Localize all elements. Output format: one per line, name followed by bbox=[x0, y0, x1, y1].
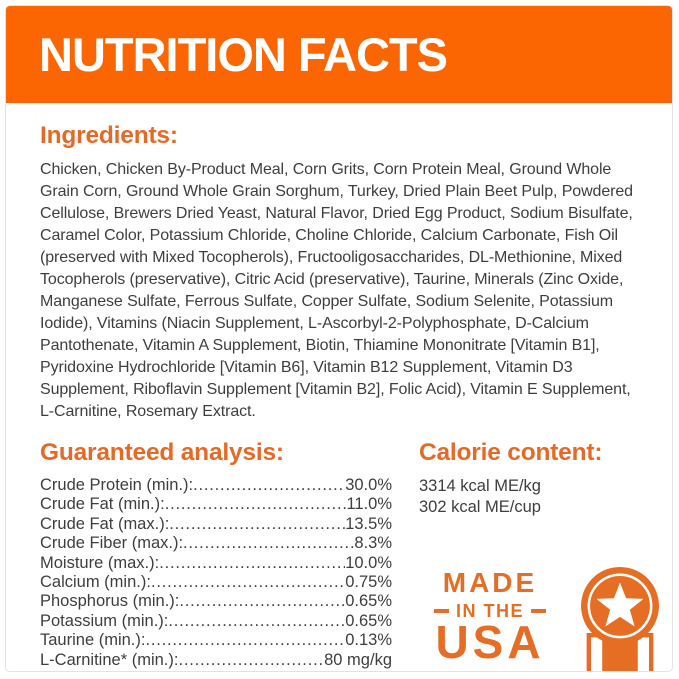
usa-label: USA bbox=[435, 615, 545, 668]
nutrient-label: Crude Fat (max.): bbox=[40, 514, 170, 533]
nutrient-label: Calcium (min.): bbox=[40, 572, 151, 591]
dot-leader bbox=[165, 495, 347, 514]
nutrient-value: 0.13% bbox=[345, 631, 392, 650]
calorie-values: 3314 kcal ME/kg 302 kcal ME/cup bbox=[419, 476, 661, 518]
guaranteed-analysis-section: Guaranteed analysis: Crude Protein (min.… bbox=[40, 438, 392, 671]
table-row: Phosphorus (min.): 0.65% bbox=[40, 592, 392, 611]
header-banner: NUTRITION FACTS bbox=[6, 6, 672, 103]
calorie-per-cup: 302 kcal ME/cup bbox=[419, 497, 541, 516]
in-the-label: IN THE bbox=[455, 600, 524, 621]
nutrient-label: Taurine (min.): bbox=[40, 631, 146, 650]
dot-leader bbox=[179, 592, 345, 611]
guaranteed-analysis-table: Crude Protein (min.): 30.0% Crude Fat (m… bbox=[40, 476, 392, 671]
label-content: Ingredients: Chicken, Chicken By-Product… bbox=[6, 122, 672, 671]
nutrition-label-card: NUTRITION FACTS Ingredients: Chicken, Ch… bbox=[5, 5, 673, 672]
nutrient-label: Crude Protein (min.): bbox=[40, 475, 194, 494]
dot-leader bbox=[151, 573, 345, 592]
nutrient-label: Phosphorus (min.): bbox=[40, 592, 180, 611]
made-in-usa-badge: MADE IN THE USA WITH THE FINEST INGREDIE… bbox=[419, 565, 661, 672]
table-row: Crude Fat (min.): 11.0% bbox=[40, 495, 392, 514]
guaranteed-analysis-heading: Guaranteed analysis: bbox=[40, 438, 284, 466]
nutrient-value: 80 mg/kg bbox=[324, 650, 392, 669]
table-row: Omega-6 Fatty Acids* (min.): 2.0% bbox=[40, 670, 392, 671]
table-row: Crude Fat (max.): 13.5% bbox=[40, 515, 392, 534]
table-row: Potassium (min.): 0.65% bbox=[40, 612, 392, 631]
dot-leader bbox=[159, 554, 345, 573]
nutrient-label: Potassium (min.): bbox=[40, 611, 169, 630]
tagline-line-1: WITH THE FINEST bbox=[430, 671, 549, 672]
nutrient-value: 30.0% bbox=[345, 475, 392, 494]
nutrient-value: 0.65% bbox=[345, 611, 392, 630]
nutrient-value: 2.0% bbox=[354, 670, 392, 671]
ingredients-text: Chicken, Chicken By-Product Meal, Corn G… bbox=[40, 160, 633, 420]
nutrient-value: 10.0% bbox=[345, 553, 392, 572]
made-in-usa-text: MADE IN THE USA WITH THE FINEST INGREDIE… bbox=[419, 566, 561, 672]
dash-left bbox=[433, 608, 449, 614]
table-row: L-Carnitine* (min.): 80 mg/kg bbox=[40, 651, 392, 670]
nutrient-label: Crude Fiber (max.): bbox=[40, 534, 184, 553]
dot-leader bbox=[169, 515, 345, 534]
nutrient-label: Moisture (max.): bbox=[40, 553, 160, 572]
nutrient-value: 0.65% bbox=[345, 592, 392, 611]
dot-leader bbox=[193, 476, 345, 495]
nutrient-value: 8.3% bbox=[354, 534, 392, 553]
dot-leader bbox=[183, 534, 354, 553]
ingredients-heading: Ingredients: bbox=[40, 122, 178, 149]
analysis-columns: Guaranteed analysis: Crude Protein (min.… bbox=[40, 438, 659, 671]
dot-leader bbox=[178, 651, 324, 670]
nutrient-label: Crude Fat (min.): bbox=[40, 495, 165, 514]
nutrient-value: 13.5% bbox=[345, 514, 392, 533]
made-label: MADE bbox=[442, 566, 538, 598]
dot-leader bbox=[252, 670, 355, 671]
dash-right bbox=[531, 608, 546, 614]
page-title: NUTRITION FACTS bbox=[39, 28, 448, 81]
table-row: Taurine (min.): 0.13% bbox=[40, 631, 392, 650]
calorie-per-kg: 3314 kcal ME/kg bbox=[419, 476, 541, 495]
table-row: Calcium (min.): 0.75% bbox=[40, 573, 392, 592]
star-ribbon-medal-icon bbox=[579, 565, 661, 671]
nutrient-value: 11.0% bbox=[346, 495, 392, 514]
dot-leader bbox=[145, 631, 345, 650]
dot-leader bbox=[168, 612, 345, 631]
table-row: Crude Fiber (max.): 8.3% bbox=[40, 534, 392, 553]
table-row: Moisture (max.): 10.0% bbox=[40, 554, 392, 573]
calorie-content-section: Calorie content: 3314 kcal ME/kg 302 kca… bbox=[392, 438, 661, 672]
table-row: Crude Protein (min.): 30.0% bbox=[40, 476, 392, 495]
nutrient-label: L-Carnitine* (min.): bbox=[40, 650, 179, 669]
in-the-label-row: IN THE bbox=[419, 602, 561, 620]
calorie-content-heading: Calorie content: bbox=[419, 438, 603, 466]
nutrient-value: 0.75% bbox=[345, 572, 392, 591]
nutrient-label: Omega-6 Fatty Acids* (min.): bbox=[40, 670, 252, 671]
